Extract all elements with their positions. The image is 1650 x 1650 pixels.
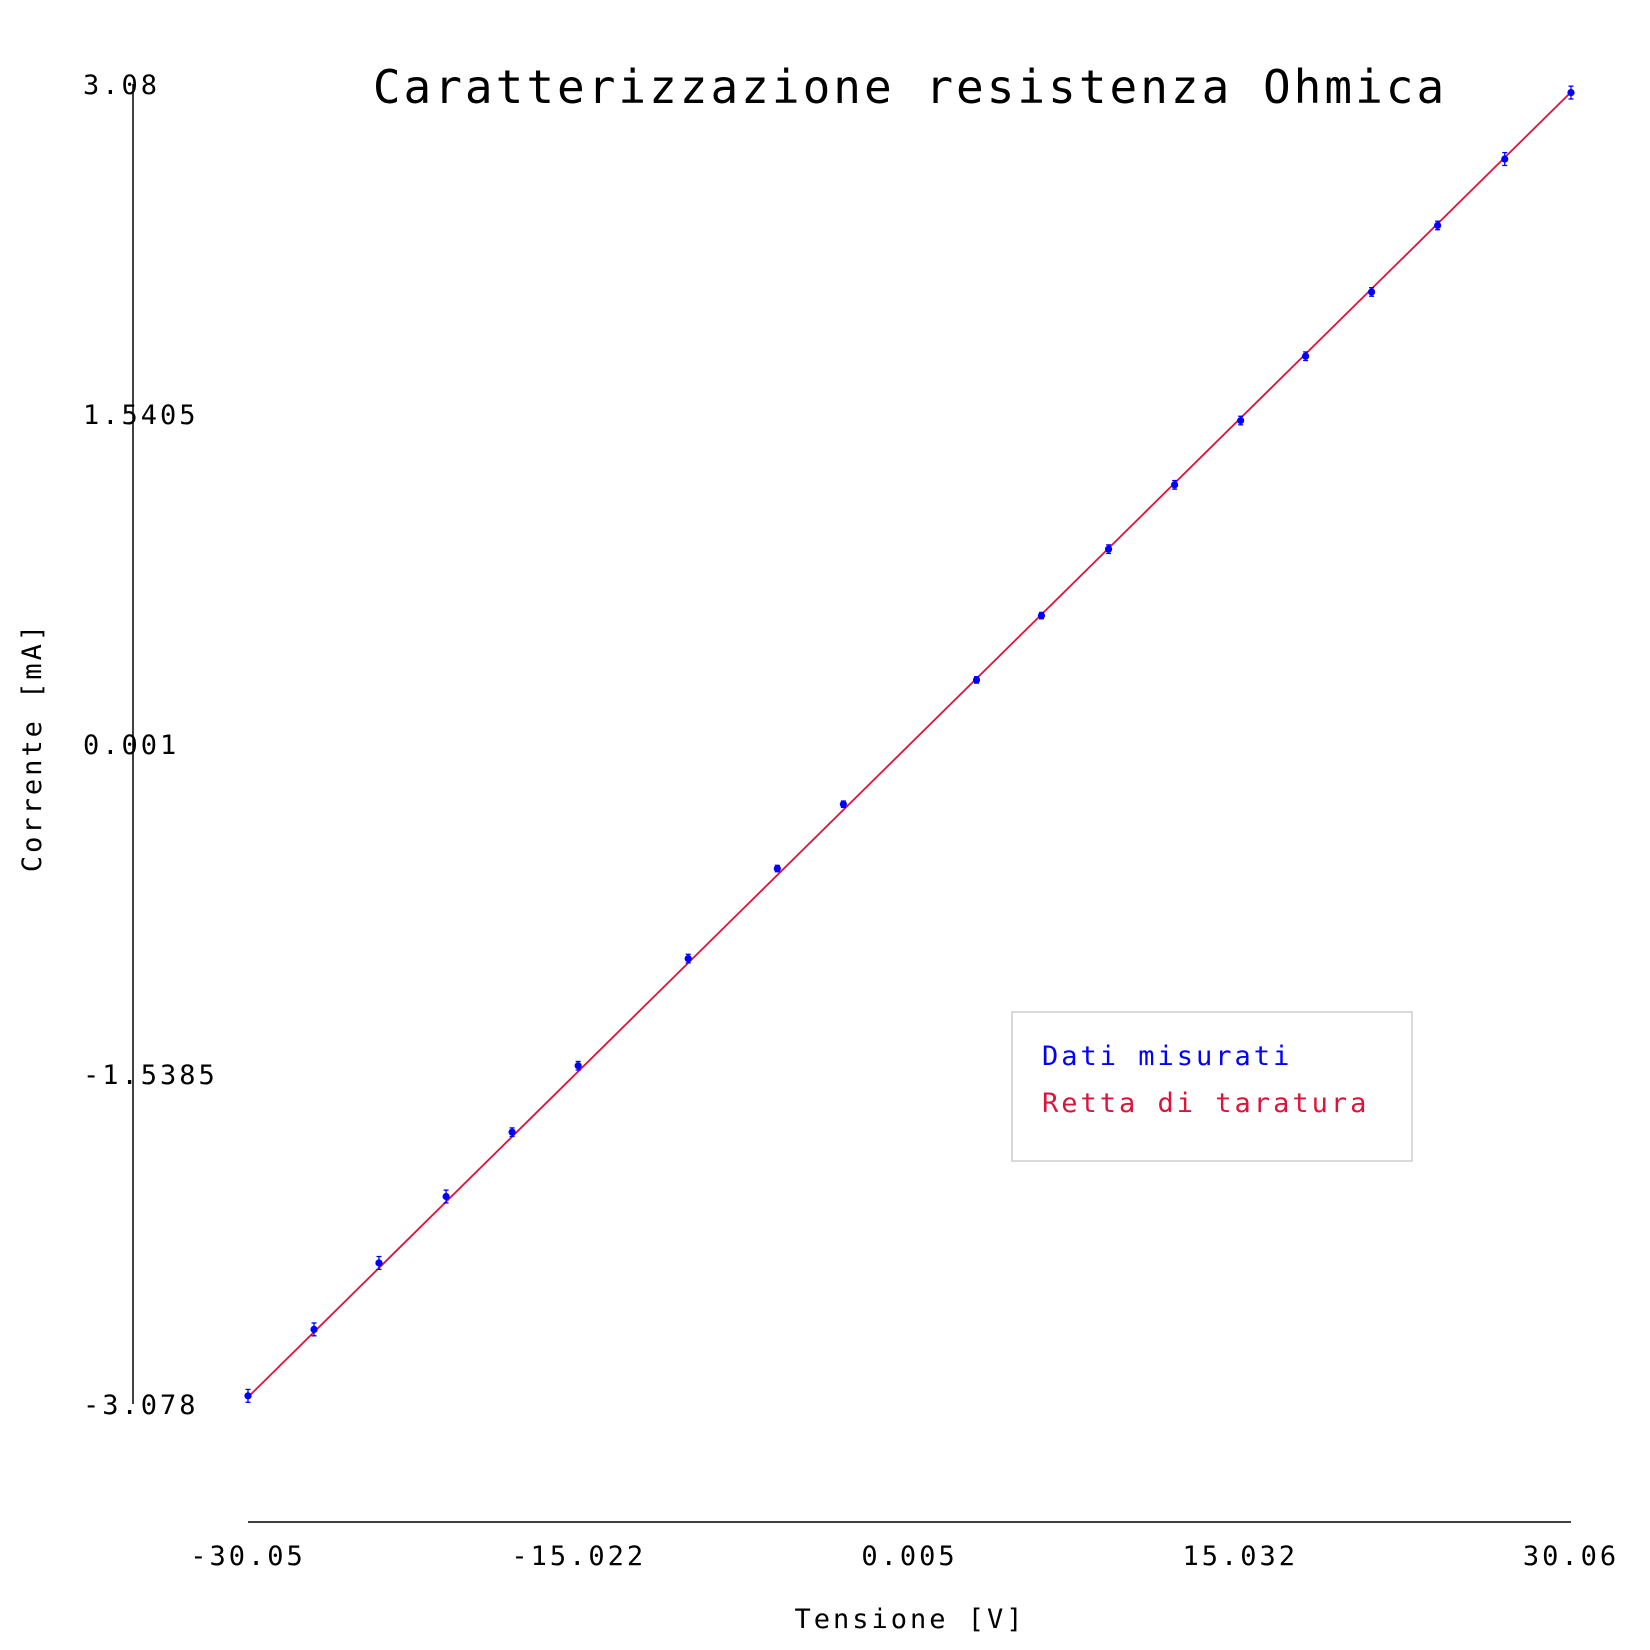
legend-box	[1011, 1011, 1413, 1162]
point-marker	[972, 676, 981, 684]
point-marker	[839, 800, 847, 808]
x-tick-label: 15.032	[1182, 1541, 1298, 1572]
point-marker	[684, 954, 692, 963]
y-tick-label: 3.08	[83, 70, 160, 101]
data-point	[972, 676, 981, 684]
measured-points-series	[244, 85, 1575, 1403]
data-point	[244, 1388, 252, 1403]
y-tick-label: 1.5405	[83, 400, 199, 431]
data-point	[1171, 479, 1179, 490]
point-marker	[773, 864, 781, 873]
x-tick-label: 0.005	[861, 1541, 957, 1572]
y-tick-label: -3.078	[83, 1390, 199, 1421]
data-point	[442, 1189, 450, 1204]
data-point	[839, 800, 847, 809]
x-tick-label: -15.022	[511, 1541, 646, 1572]
y-tick-labels: -3.078 -1.5385 0.001 1.5405 3.08	[83, 70, 218, 1421]
point-marker	[1501, 155, 1509, 163]
data-point	[574, 1060, 582, 1071]
data-point	[1367, 286, 1376, 297]
y-tick-label: -1.5385	[83, 1060, 218, 1091]
data-point	[1037, 611, 1046, 620]
point-marker	[574, 1062, 582, 1070]
x-tick-label: -30.05	[190, 1541, 306, 1572]
data-point	[1567, 85, 1575, 100]
data-point	[773, 864, 781, 873]
point-marker	[310, 1325, 318, 1334]
data-point	[310, 1322, 318, 1337]
point-marker	[442, 1192, 450, 1201]
point-marker	[375, 1259, 383, 1267]
point-marker	[508, 1128, 516, 1136]
x-tick-labels: -30.05 -15.022 0.005 15.032 30.06	[190, 1541, 1619, 1572]
data-point	[508, 1127, 516, 1138]
data-point	[375, 1255, 383, 1271]
point-marker	[1104, 545, 1113, 553]
data-point	[684, 953, 692, 964]
data-point	[1501, 151, 1509, 167]
point-marker	[1171, 481, 1179, 489]
x-tick-label: 30.06	[1523, 1541, 1619, 1572]
point-marker	[1237, 416, 1245, 425]
data-point	[1301, 351, 1310, 362]
y-tick-label: 0.001	[83, 730, 179, 761]
y-axis-label: Corrente [mA]	[17, 622, 48, 872]
point-marker	[1367, 288, 1376, 296]
fit-line-series	[247, 91, 1572, 1398]
point-marker	[1434, 221, 1442, 230]
data-point	[1434, 220, 1442, 231]
fit-line	[247, 91, 1572, 1398]
data-point	[1104, 544, 1113, 555]
legend-entry-fit: Retta di taratura	[1042, 1088, 1369, 1119]
point-marker	[1301, 352, 1310, 360]
point-marker	[1037, 612, 1046, 620]
point-marker	[1567, 88, 1575, 97]
x-axis-label: Tensione [V]	[794, 1604, 1025, 1635]
data-point	[1237, 415, 1245, 426]
point-marker	[244, 1392, 252, 1400]
legend-entry-measured: Dati misurati	[1042, 1041, 1292, 1072]
legend: Dati misurati Retta di taratura	[1011, 1011, 1413, 1162]
chart-title: Caratterizzazione resistenza Ohmica	[373, 60, 1447, 114]
